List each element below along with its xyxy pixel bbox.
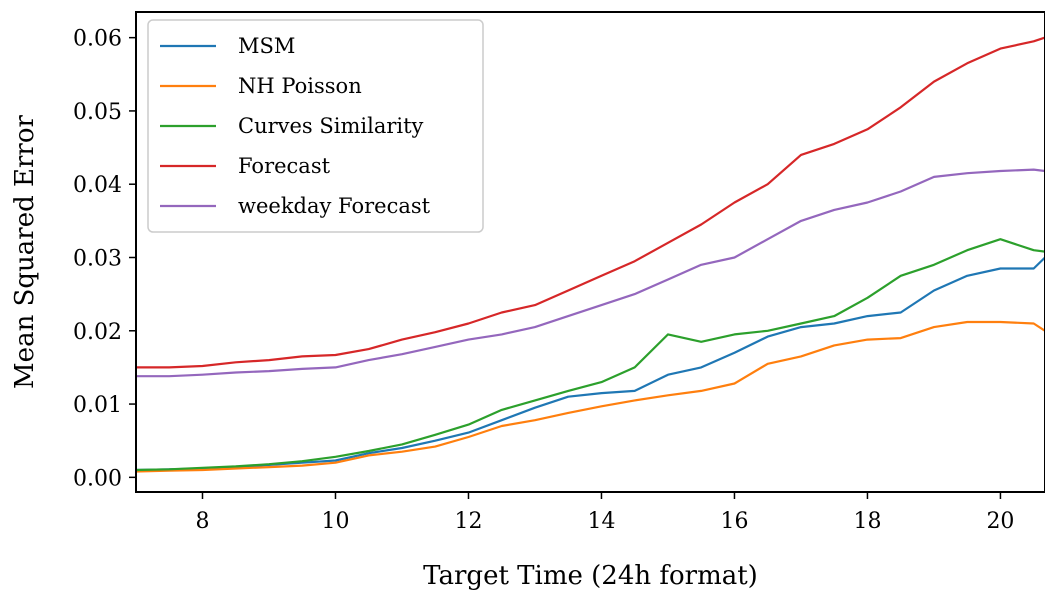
- legend-label: Forecast: [238, 154, 331, 178]
- legend-label: weekday Forecast: [238, 194, 431, 218]
- series-line-4: [136, 168, 1045, 378]
- y-tick-label: 0.03: [73, 246, 122, 271]
- y-tick-label: 0.04: [73, 173, 122, 198]
- x-tick-label: 12: [454, 509, 482, 534]
- x-tick-label: 14: [587, 509, 615, 534]
- x-axis-title: Target Time (24h format): [423, 561, 758, 591]
- x-tick-label: 20: [986, 509, 1014, 534]
- ticks-layer: 8 10 12 14 16 18 20 0.00 0.01 0.02 0.03 0.04 0.05 0.0…: [73, 27, 1014, 534]
- x-tick-label: 18: [853, 509, 881, 534]
- x-tick-label: 8: [195, 509, 209, 534]
- x-tick-label: 16: [720, 509, 748, 534]
- legend-label: MSM: [238, 34, 295, 58]
- y-tick-label: 0.00: [73, 466, 122, 491]
- legend: MSM NH Poisson Curves Similarity Forecast we…: [147, 19, 484, 233]
- legend-box: [147, 19, 484, 233]
- plot-frame: [135, 11, 1045, 493]
- series-line-2: [135, 238, 1045, 472]
- series-line-3: [136, 36, 1045, 369]
- x-tick-label: 10: [321, 509, 349, 534]
- y-tick-label: 0.05: [73, 100, 122, 125]
- legend-label: Curves Similarity: [238, 114, 424, 138]
- y-axis-title: Mean Squared Error: [10, 115, 40, 389]
- series-layer: [135, 36, 1045, 473]
- legend-label: NH Poisson: [238, 74, 362, 98]
- y-tick-label: 0.02: [73, 320, 122, 345]
- series-line-0: [135, 256, 1045, 472]
- y-tick-label: 0.01: [73, 393, 122, 418]
- series-line-1: [135, 320, 1045, 473]
- y-tick-label: 0.06: [73, 27, 122, 52]
